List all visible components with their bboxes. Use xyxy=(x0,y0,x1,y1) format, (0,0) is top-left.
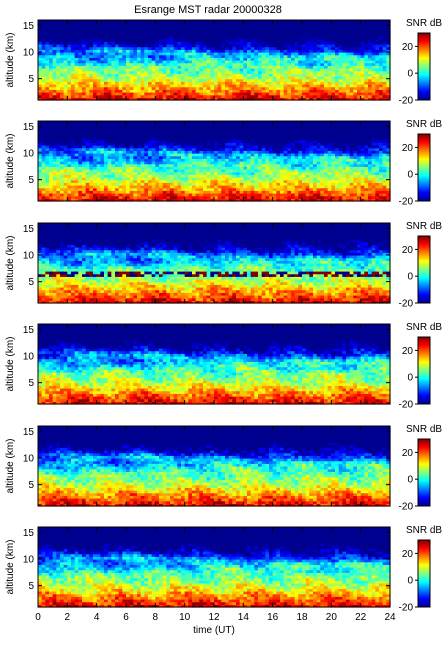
colorbar-tick-label: -20 xyxy=(399,96,414,107)
colorbar-tick-label: 0 xyxy=(407,69,413,80)
heatmap-cells xyxy=(38,20,391,101)
y-tick-label: 15 xyxy=(23,21,35,32)
panel-1: 5 10 15 altitude (km) SNR dB -20 0 20 xyxy=(5,18,442,107)
y-axis-label: altitude (km) xyxy=(5,32,16,87)
y-tick-label: 10 xyxy=(23,48,35,59)
colorbar-title: SNR dB xyxy=(406,18,442,29)
y-tick-label: 5 xyxy=(28,74,34,85)
colorbar xyxy=(418,33,430,100)
colorbar-tick-label: 20 xyxy=(402,42,414,53)
heatmap-cells xyxy=(38,121,391,202)
figure-title: Esrange MST radar 20000328 xyxy=(134,4,282,16)
